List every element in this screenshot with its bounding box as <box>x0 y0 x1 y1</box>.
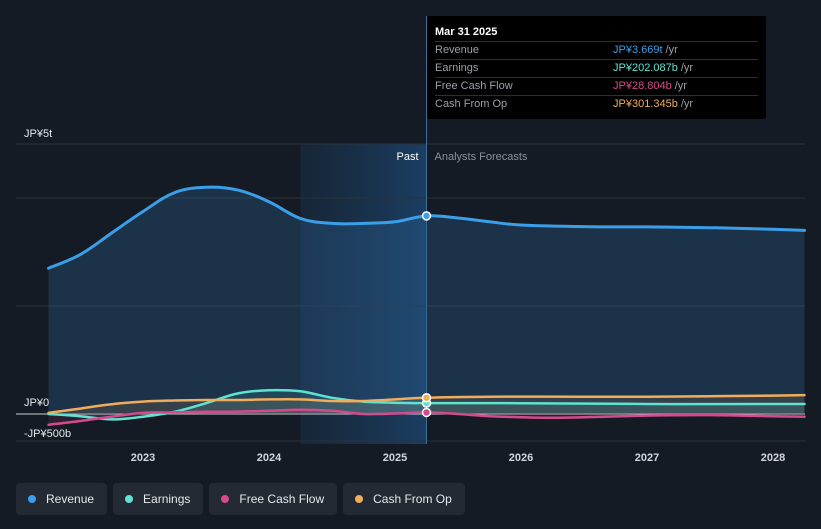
series-line-earnings <box>47 388 806 421</box>
legend-dot-icon <box>125 495 134 503</box>
tooltip-value: JP¥28.804b <box>613 80 672 92</box>
tooltip-value: JP¥3.669t <box>613 44 663 56</box>
series-line-revenue <box>47 185 806 270</box>
tooltip-unit: /yr <box>680 62 694 74</box>
marker-cash-from-op <box>421 392 432 403</box>
past-region-shade <box>300 144 427 444</box>
tooltip-label: Earnings <box>435 62 479 74</box>
series-fill-revenue <box>48 187 805 414</box>
x-axis-tick-label: 2023 <box>131 452 155 464</box>
axis-labels-layer: JP¥5t JP¥0 -JP¥500b 2023 2024 2025 2026 2027 202… <box>24 128 785 464</box>
past-label: Past <box>396 151 418 163</box>
past-region-layer <box>300 144 427 444</box>
series-line-cash-from-op <box>47 393 806 415</box>
tooltip-row-earnings: Earnings JP¥202.087b /yr <box>435 59 758 77</box>
x-axis-tick-label: 2027 <box>635 452 659 464</box>
tooltip-unit: /yr <box>674 80 687 92</box>
y-axis-label: -JP¥500b <box>24 428 71 440</box>
legend-item-free-cash-flow[interactable]: Free Cash Flow <box>209 483 338 515</box>
x-axis-tick-label: 2026 <box>509 452 533 464</box>
x-axis-tick-label: 2025 <box>383 452 407 464</box>
tooltip-label: Cash From Op <box>435 98 508 110</box>
legend-label: Revenue <box>46 492 95 506</box>
legend-label: Free Cash Flow <box>239 492 325 506</box>
series-fills-layer <box>48 187 805 425</box>
tooltip-label: Free Cash Flow <box>435 80 513 92</box>
series-fill-free-cash-flow <box>48 409 805 425</box>
legend-label: Cash From Op <box>373 492 452 506</box>
tooltip-unit: /yr <box>665 44 678 56</box>
tooltip-label: Revenue <box>435 44 480 56</box>
tooltip-row-cash-from-op: Cash From Op JP¥301.345b /yr <box>435 95 758 113</box>
tooltip-row-free-cash-flow: Free Cash Flow JP¥28.804b /yr <box>435 77 758 95</box>
tooltip-row-revenue: Revenue JP¥3.669t /yr <box>435 41 758 59</box>
highlight-markers-layer <box>421 211 432 418</box>
legend-dot-icon <box>355 495 364 503</box>
tooltip-value: JP¥202.087b <box>613 62 678 74</box>
y-axis-label: JP¥5t <box>24 128 52 140</box>
tooltip-value: JP¥301.345b <box>613 98 678 110</box>
legend-item-earnings[interactable]: Earnings <box>113 483 204 515</box>
y-axis-label: JP¥0 <box>24 397 49 409</box>
legend-dot-icon <box>28 495 36 503</box>
series-lines-layer <box>47 185 806 427</box>
marker-revenue <box>421 211 432 221</box>
legend-dot-icon <box>221 495 230 503</box>
series-line-free-cash-flow <box>47 408 806 427</box>
forecast-label: Analysts Forecasts <box>435 151 528 163</box>
tooltip-unit: /yr <box>680 98 694 110</box>
legend-item-cash-from-op[interactable]: Cash From Op <box>343 483 465 515</box>
tooltip-panel: Mar 31 2025 Revenue JP¥3.669t /yr Earnin… <box>427 16 766 119</box>
marker-free-cash-flow <box>421 407 432 418</box>
tooltip-date: Mar 31 2025 <box>435 26 498 38</box>
x-axis-tick-label: 2028 <box>761 452 785 464</box>
legend-label: Earnings <box>143 492 191 506</box>
legend-item-revenue[interactable]: Revenue <box>16 483 108 515</box>
x-axis-tick-label: 2024 <box>257 452 282 464</box>
chart-legend: Revenue Earnings Free Cash Flow Cash Fro… <box>16 483 465 515</box>
